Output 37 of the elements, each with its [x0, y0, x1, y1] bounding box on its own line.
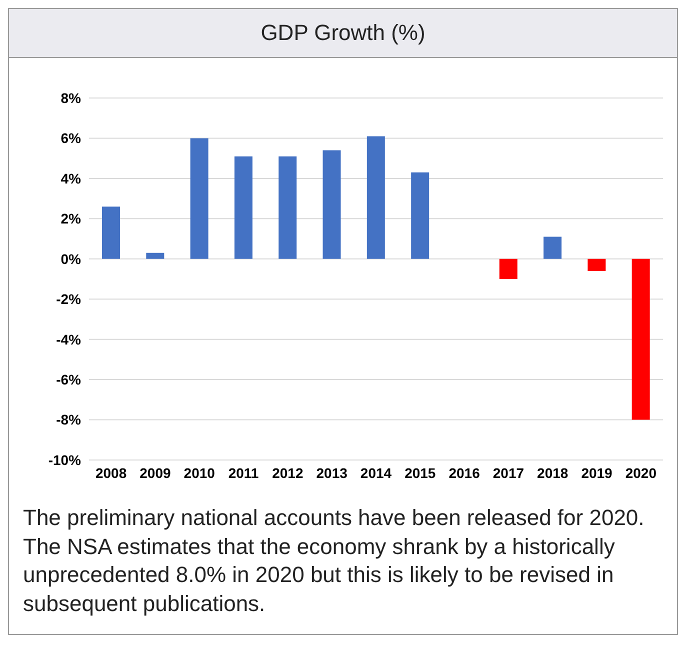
x-tick-label: 2014	[360, 464, 392, 481]
bar	[411, 172, 430, 259]
bar	[544, 236, 562, 259]
bar	[322, 150, 341, 259]
bar	[366, 136, 385, 259]
chart-title: GDP Growth (%)	[9, 9, 677, 58]
x-tick-label: 2013	[316, 464, 348, 481]
x-tick-label: 2010	[184, 464, 216, 481]
y-tick-label: -8%	[56, 412, 82, 428]
bar	[278, 156, 297, 259]
x-tick-label: 2009	[140, 464, 172, 481]
bar	[146, 252, 164, 259]
x-tick-label: 2008	[96, 464, 127, 481]
x-tick-label: 2019	[581, 464, 613, 481]
x-tick-label: 2018	[537, 464, 568, 481]
y-tick-label: -10%	[48, 452, 82, 468]
x-tick-label: 2012	[272, 464, 304, 481]
y-tick-label: 0%	[60, 250, 82, 267]
y-tick-label: 6%	[60, 130, 82, 146]
x-tick-label: 2016	[448, 464, 480, 481]
x-tick-label: 2020	[625, 464, 657, 481]
bar	[632, 258, 650, 420]
y-tick-label: -4%	[56, 331, 82, 348]
x-tick-label: 2011	[228, 464, 259, 481]
x-tick-label: 2017	[492, 464, 524, 481]
x-tick-label: 2015	[404, 464, 436, 481]
bar	[588, 258, 606, 271]
bar	[102, 206, 120, 259]
bar	[234, 156, 252, 259]
bar	[190, 138, 208, 259]
text: The preliminary national accounts have been released for 2020. The NSA estimates that the economy shrank by a historically unprecedented 8.0% in 2020 but this is likely to be revised in subsequent publications.	[23, 504, 646, 618]
y-tick-label: -2%	[56, 291, 82, 308]
y-tick-label: 8%	[60, 90, 82, 106]
y-tick-label: 4%	[60, 170, 82, 186]
y-tick-label: -6%	[56, 372, 82, 388]
y-tick-label: 2%	[60, 210, 82, 227]
bar	[499, 258, 518, 279]
